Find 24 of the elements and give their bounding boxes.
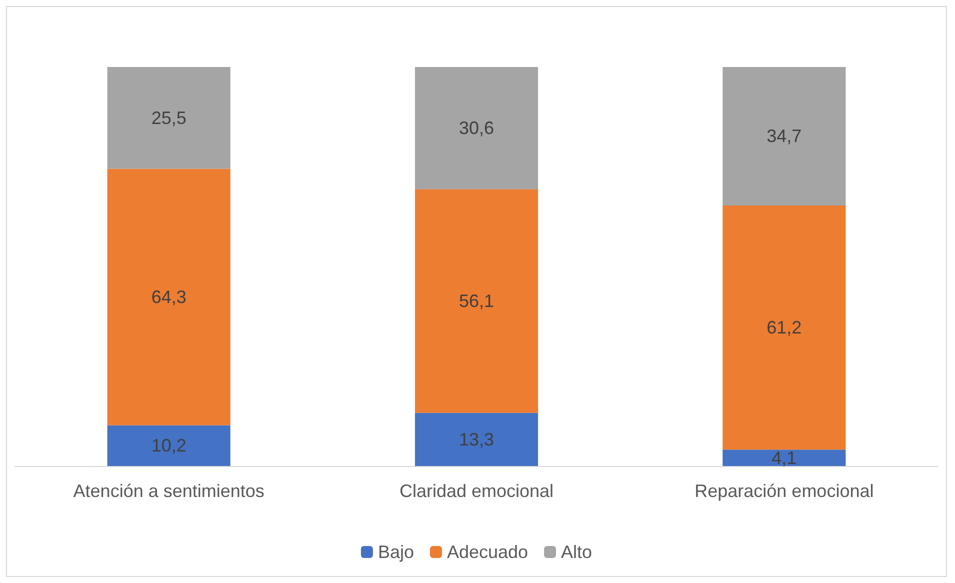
data-label: 25,5 (151, 108, 186, 128)
data-label: 56,1 (458, 291, 494, 312)
data-label: 4,1 (772, 448, 797, 468)
x-tick-label: Atención a sentimientos (73, 481, 264, 501)
legend-label: Alto (561, 542, 592, 562)
x-tick-label: Reparación emocional (694, 481, 874, 501)
bar (722, 205, 846, 450)
bar (414, 412, 538, 466)
data-label: 10,2 (151, 436, 186, 456)
bar (107, 67, 230, 169)
bar (722, 450, 846, 466)
data-label: 61,2 (766, 318, 802, 338)
legend-label: Bajo (378, 542, 414, 562)
data-label: 13,3 (458, 429, 494, 450)
bar (107, 425, 230, 466)
bar (414, 189, 538, 413)
bar (414, 67, 538, 190)
data-label: 30,6 (458, 118, 494, 138)
data-label: 34,7 (766, 126, 802, 146)
bar (107, 168, 230, 426)
x-tick-label: Claridad emocional (399, 481, 554, 501)
data-label: 64,3 (151, 287, 186, 308)
bar (722, 67, 846, 206)
legend-label: Adecuado (446, 542, 528, 562)
